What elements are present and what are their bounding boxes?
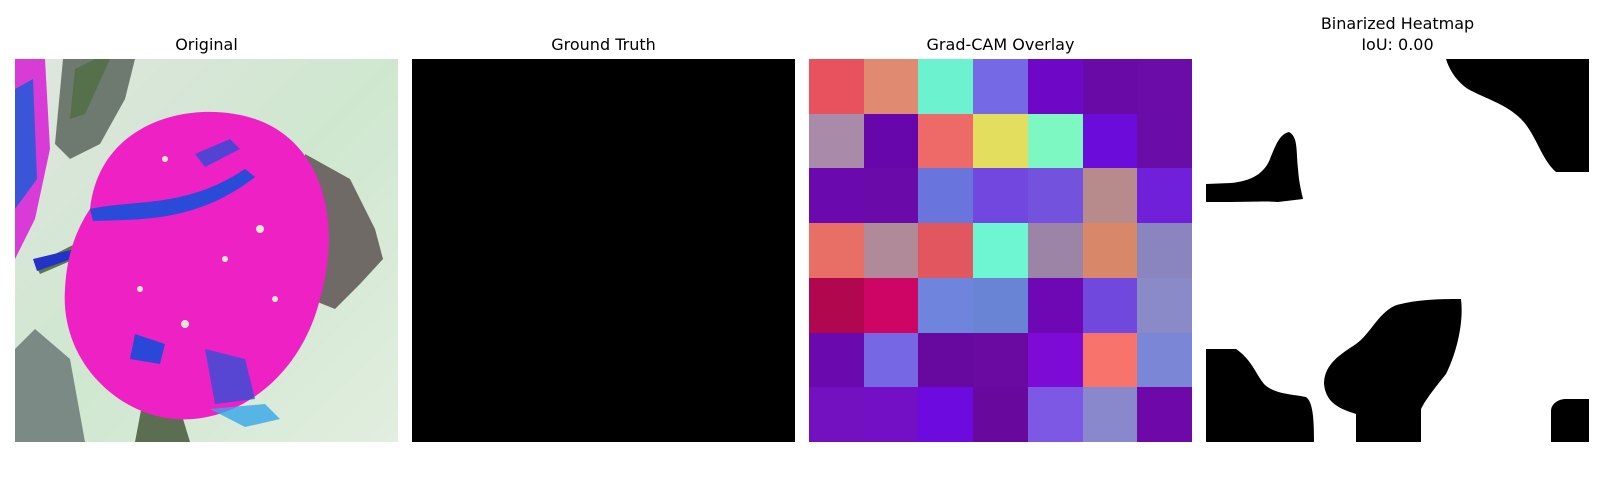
gradcam-grid — [809, 59, 1192, 442]
gradcam-cell — [864, 59, 918, 114]
gradcam-cell — [1083, 59, 1137, 114]
gradcam-cell — [809, 168, 864, 223]
gradcam-cell — [1083, 333, 1137, 387]
gradcam-cell — [973, 59, 1028, 114]
ground-truth-title: Ground Truth — [551, 35, 656, 54]
gradcam-cell — [1137, 278, 1192, 333]
gradcam-cell — [1083, 168, 1137, 223]
gradcam-cell — [864, 223, 918, 278]
gradcam-cell — [918, 114, 973, 168]
binarized-heatmap — [1206, 59, 1589, 442]
gradcam-cell — [864, 333, 918, 387]
gradcam-cell — [809, 59, 864, 114]
gradcam-cell — [1137, 168, 1192, 223]
gradcam-overlay — [809, 59, 1192, 442]
gradcam-cell — [864, 278, 918, 333]
gradcam-cell — [918, 59, 973, 114]
gradcam-cell — [1028, 168, 1083, 223]
gradcam-cell — [1137, 114, 1192, 168]
gradcam-cell — [1137, 223, 1192, 278]
gradcam-cell — [1137, 59, 1192, 114]
ground-truth-mask — [412, 59, 795, 442]
gradcam-cell — [973, 114, 1028, 168]
gradcam-cell — [1028, 278, 1083, 333]
gradcam-cell — [864, 168, 918, 223]
gradcam-cell — [864, 387, 918, 442]
original-image — [15, 59, 398, 442]
gradcam-cell — [809, 278, 864, 333]
gradcam-cell — [973, 333, 1028, 387]
gradcam-cell — [809, 333, 864, 387]
gradcam-cell — [1083, 114, 1137, 168]
iou-label: IoU: 0.00 — [1361, 35, 1434, 54]
gradcam-cell — [1083, 223, 1137, 278]
ground-truth-image — [412, 59, 795, 442]
gradcam-cell — [809, 114, 864, 168]
gradcam-cell — [1028, 59, 1083, 114]
gradcam-cell — [864, 114, 918, 168]
gradcam-cell — [1083, 278, 1137, 333]
gradcam-cell — [973, 168, 1028, 223]
gradcam-cell — [1028, 387, 1083, 442]
original-title: Original — [175, 35, 238, 54]
binarized-title: Binarized Heatmap IoU: 0.00 — [1206, 13, 1589, 55]
gradcam-cell — [918, 333, 973, 387]
gradcam-cell — [1137, 333, 1192, 387]
leaf-image — [15, 59, 398, 442]
gradcam-cell — [1028, 114, 1083, 168]
gradcam-cell — [1028, 333, 1083, 387]
gradcam-title: Grad-CAM Overlay — [926, 35, 1075, 54]
gradcam-cell — [1028, 223, 1083, 278]
gradcam-cell — [918, 223, 973, 278]
gradcam-cell — [973, 387, 1028, 442]
gradcam-cell — [918, 278, 973, 333]
gradcam-cell — [918, 387, 973, 442]
binarized-title-line1: Binarized Heatmap — [1320, 14, 1475, 33]
binarized-image — [1206, 59, 1589, 442]
gradcam-cell — [918, 168, 973, 223]
gradcam-cell — [809, 223, 864, 278]
gradcam-cell — [1083, 387, 1137, 442]
gradcam-cell — [809, 387, 864, 442]
gradcam-cell — [1137, 387, 1192, 442]
gradcam-cell — [973, 223, 1028, 278]
gradcam-cell — [973, 278, 1028, 333]
